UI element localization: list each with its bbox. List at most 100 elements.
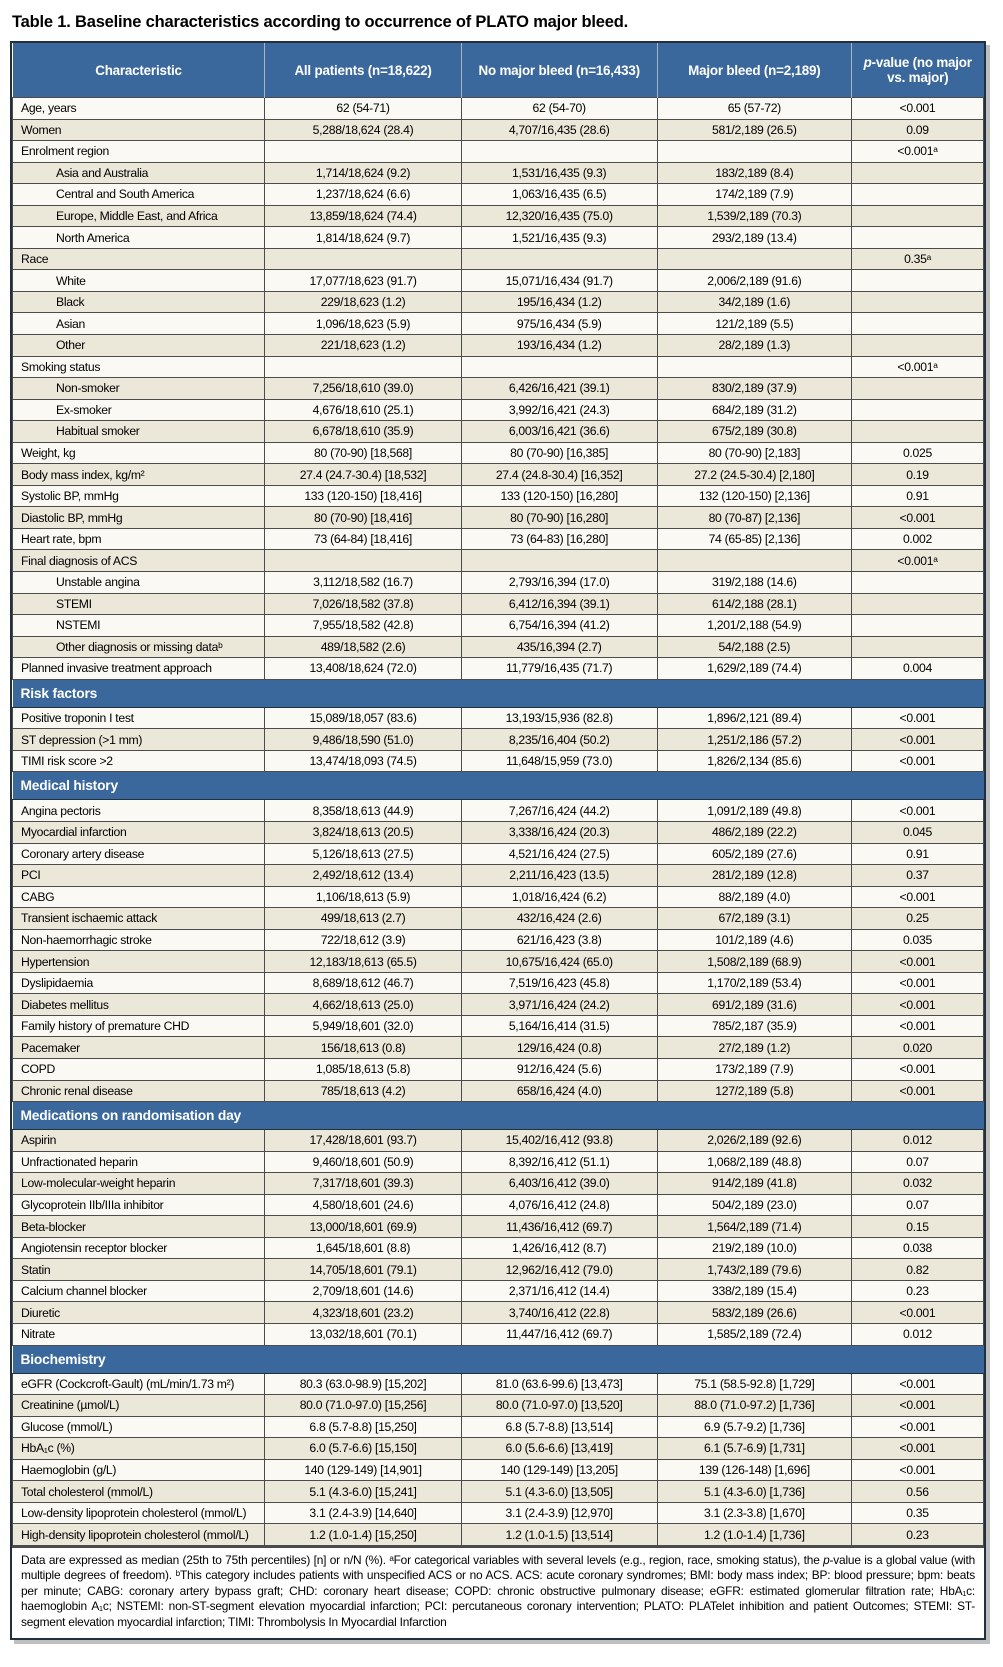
cell-no-major-bleed: 7,267/16,424 (44.2) bbox=[460, 799, 658, 822]
cell-no-major-bleed: 1.2 (1.0-1.5) [13,514] bbox=[460, 1523, 658, 1546]
row-label: Habitual smoker bbox=[11, 420, 266, 443]
row-label: White bbox=[11, 269, 266, 292]
cell-no-major-bleed: 13,193/15,936 (82.8) bbox=[460, 706, 658, 730]
cell-all-patients: 2,492/18,612 (13.4) bbox=[264, 864, 462, 887]
baseline-characteristics-table: Characteristic All patients (n=18,622) N… bbox=[10, 41, 986, 1641]
cell-all-patients: 133 (120-150) [18,416] bbox=[264, 484, 462, 508]
cell-no-major-bleed: 975/16,434 (5.9) bbox=[460, 312, 658, 336]
table-row: NSTEMI 7,955/18,582 (42.8) 6,754/16,394 (4… bbox=[11, 614, 985, 637]
table-row: Pacemaker 156/18,613 (0.8) 129/16,424 (0.8… bbox=[11, 1036, 985, 1059]
cell-major-bleed: 65 (57-72) bbox=[656, 97, 852, 120]
col-header-major-bleed: Major bleed (n=2,189) bbox=[656, 43, 852, 98]
cell-no-major-bleed: 912/16,424 (5.6) bbox=[460, 1057, 658, 1081]
row-label: Other bbox=[11, 334, 266, 357]
cell-p-value bbox=[850, 377, 985, 400]
cell-major-bleed: 1,091/2,189 (49.8) bbox=[656, 799, 852, 822]
cell-all-patients: 80.3 (63.0-98.9) [15,202] bbox=[264, 1372, 462, 1396]
cell-major-bleed: 684/2,189 (31.2) bbox=[656, 398, 852, 422]
table-row: Total cholesterol (mmol/L) 5.1 (4.3-6.0) … bbox=[11, 1480, 985, 1503]
cell-p-value bbox=[850, 204, 985, 228]
cell-no-major-bleed: 15,402/16,412 (93.8) bbox=[460, 1129, 658, 1152]
cell-no-major-bleed: 11,447/16,412 (69.7) bbox=[460, 1322, 658, 1346]
row-label: Black bbox=[11, 290, 266, 314]
table-row: Transient ischaemic attack 499/18,613 (2.… bbox=[11, 907, 985, 930]
cell-p-value: 0.23 bbox=[850, 1279, 985, 1303]
table-row: Angina pectoris 8,358/18,613 (44.9) 7,267/… bbox=[11, 799, 985, 822]
cell-no-major-bleed: 4,521/16,424 (27.5) bbox=[460, 842, 658, 866]
row-label: COPD bbox=[11, 1057, 266, 1081]
cell-no-major-bleed: 133 (120-150) [16,280] bbox=[460, 484, 658, 508]
cell-all-patients: 140 (129-149) [14,901] bbox=[264, 1458, 462, 1482]
row-label: Dyslipidaemia bbox=[11, 971, 266, 995]
cell-p-value: 0.020 bbox=[850, 1036, 985, 1059]
table-row: Chronic renal disease 785/18,613 (4.2) 658… bbox=[11, 1079, 985, 1103]
table-row: Non-smoker 7,256/18,610 (39.0) 6,426/16,42… bbox=[11, 377, 985, 400]
cell-no-major-bleed: 6.8 (5.7-8.8) [13,514] bbox=[460, 1415, 658, 1439]
cell-all-patients: 1,714/18,624 (9.2) bbox=[264, 161, 462, 185]
cell-major-bleed: 830/2,189 (37.9) bbox=[656, 377, 852, 400]
table-row: Myocardial infarction 3,824/18,613 (20.5)… bbox=[11, 820, 985, 844]
row-label: Age, years bbox=[11, 97, 266, 120]
cell-all-patients: 6.0 (5.7-6.6) [15,150] bbox=[264, 1437, 462, 1460]
cell-p-value: 0.15 bbox=[850, 1215, 985, 1238]
cell-no-major-bleed: 3.1 (2.4-3.9) [12,970] bbox=[460, 1501, 658, 1525]
cell-p-value: 0.37 bbox=[850, 864, 985, 887]
table-row: Central and South America 1,237/18,624 (6… bbox=[11, 183, 985, 206]
row-label: Glycoprotein IIb/IIIa inhibitor bbox=[11, 1193, 266, 1217]
row-label: Final diagnosis of ACS bbox=[11, 549, 266, 573]
cell-p-value bbox=[850, 269, 985, 292]
row-label: Unstable angina bbox=[11, 571, 266, 594]
cell-all-patients: 13,032/18,601 (70.1) bbox=[264, 1322, 462, 1346]
table-row: Body mass index, kg/m² 27.4 (24.7-30.4) [… bbox=[11, 463, 985, 486]
col-header-p-value: p-value (no major vs. major) bbox=[850, 43, 984, 98]
cell-major-bleed: 127/2,189 (5.8) bbox=[656, 1079, 852, 1103]
cell-p-value: 0.35ᵃ bbox=[850, 247, 985, 271]
cell-all-patients: 4,662/18,613 (25.0) bbox=[264, 993, 462, 1016]
cell-p-value: <0.001 bbox=[850, 993, 985, 1016]
row-label: Chronic renal disease bbox=[11, 1079, 266, 1103]
cell-no-major-bleed: 2,793/16,394 (17.0) bbox=[460, 571, 658, 594]
cell-all-patients: 80 (70-90) [18,416] bbox=[264, 506, 462, 529]
row-label: Myocardial infarction bbox=[11, 820, 266, 844]
row-label: ST depression (>1 mm) bbox=[11, 728, 266, 751]
table-row: Unstable angina 3,112/18,582 (16.7) 2,793/… bbox=[11, 571, 985, 594]
table-row: STEMI 7,026/18,582 (37.8) 6,412/16,394 (39… bbox=[11, 592, 985, 616]
cell-all-patients: 5,126/18,613 (27.5) bbox=[264, 842, 462, 866]
cell-major-bleed: 914/2,189 (41.8) bbox=[656, 1172, 852, 1195]
table-row: Final diagnosis of ACS <0.001ᵃ bbox=[11, 549, 985, 573]
cell-all-patients: 4,323/18,601 (23.2) bbox=[264, 1301, 462, 1324]
table-row: Unfractionated heparin 9,460/18,601 (50.9… bbox=[11, 1150, 985, 1174]
cell-no-major-bleed: 4,076/16,412 (24.8) bbox=[460, 1193, 658, 1217]
cell-major-bleed: 1,629/2,189 (74.4) bbox=[656, 657, 852, 680]
cell-all-patients: 4,676/18,610 (25.1) bbox=[264, 398, 462, 422]
cell-p-value: 0.19 bbox=[850, 463, 985, 486]
row-label: Systolic BP, mmHg bbox=[11, 484, 266, 508]
cell-all-patients bbox=[264, 140, 462, 163]
row-label: Angina pectoris bbox=[11, 799, 266, 822]
cell-no-major-bleed: 1,018/16,424 (6.2) bbox=[460, 885, 658, 909]
row-label: NSTEMI bbox=[11, 614, 266, 637]
table-row: Dyslipidaemia 8,689/18,612 (46.7) 7,519/16… bbox=[11, 971, 985, 995]
table-row: Haemoglobin (g/L) 140 (129-149) [14,901] 1… bbox=[11, 1458, 985, 1482]
cell-all-patients: 73 (64-84) [18,416] bbox=[264, 527, 462, 551]
row-label: Haemoglobin (g/L) bbox=[11, 1458, 266, 1482]
cell-no-major-bleed: 11,779/16,435 (71.7) bbox=[460, 657, 658, 680]
cell-all-patients: 9,486/18,590 (51.0) bbox=[264, 728, 462, 751]
p-value-rest: -value (no major vs. major) bbox=[871, 55, 972, 85]
col-header-all-patients: All patients (n=18,622) bbox=[264, 43, 462, 98]
cell-major-bleed: 88.0 (71.0-97.2) [1,736] bbox=[656, 1394, 852, 1417]
table-row: Statin 14,705/18,601 (79.1) 12,962/16,412 … bbox=[11, 1258, 985, 1281]
cell-p-value: 0.002 bbox=[850, 527, 985, 551]
section-header-medical-history: Medical history bbox=[12, 771, 984, 801]
cell-all-patients: 17,077/18,623 (91.7) bbox=[264, 269, 462, 292]
row-label: Glucose (mmol/L) bbox=[11, 1415, 266, 1439]
table-row: Diuretic 4,323/18,601 (23.2) 3,740/16,412 … bbox=[11, 1301, 985, 1324]
table-row: Glycoprotein IIb/IIIa inhibitor 4,580/18,… bbox=[11, 1193, 985, 1217]
cell-all-patients bbox=[264, 355, 462, 379]
cell-p-value bbox=[850, 161, 985, 185]
cell-no-major-bleed bbox=[460, 355, 658, 379]
cell-all-patients: 80 (70-90) [18,568] bbox=[264, 441, 462, 465]
cell-major-bleed: 1,251/2,186 (57.2) bbox=[656, 728, 852, 751]
cell-major-bleed: 3.1 (2.3-3.8) [1,670] bbox=[656, 1501, 852, 1525]
